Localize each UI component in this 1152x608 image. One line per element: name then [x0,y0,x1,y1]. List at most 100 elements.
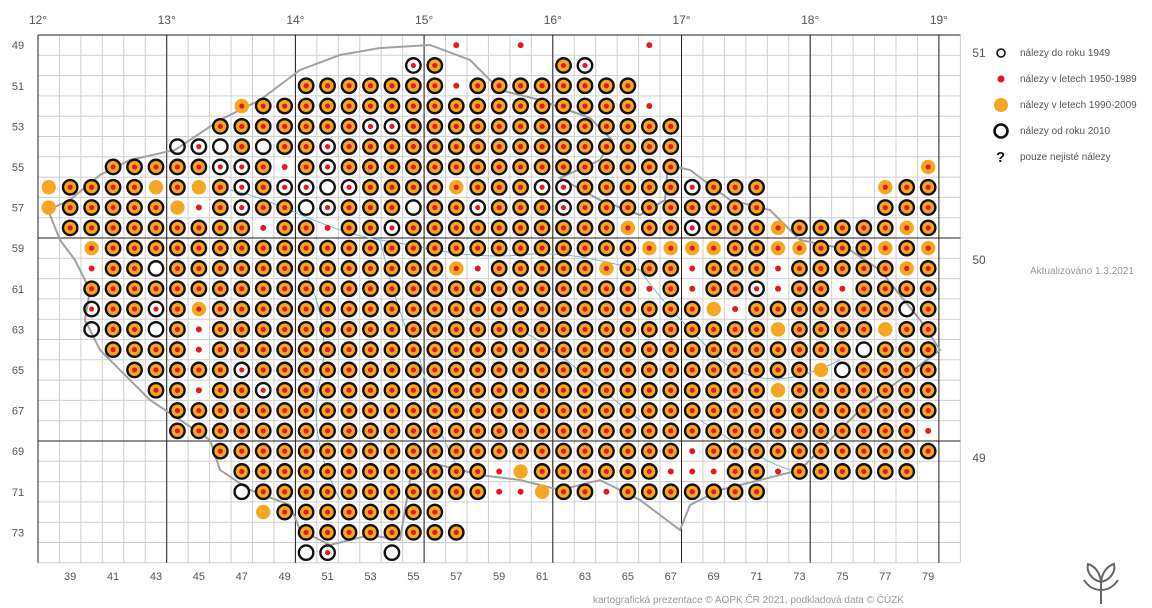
red-dot [153,164,159,170]
black-ring [833,402,851,419]
red-dot [174,225,181,231]
black-ring [254,341,272,359]
red-dot [303,83,309,89]
black-ring [619,361,637,379]
black-ring [598,138,615,156]
red-dot [217,367,223,373]
red-dot [303,347,309,353]
orange-disc [706,301,721,317]
red-dot [389,286,395,292]
black-ring [748,361,765,379]
black-ring [876,341,894,359]
black-ring [297,219,315,237]
red-dot [496,468,503,475]
orange-disc [41,180,56,195]
black-ring [426,77,444,95]
black-ring [662,341,680,359]
red-dot [282,123,288,129]
legend-label: nálezy do roku 1949 [1020,47,1111,59]
orange-disc [256,504,271,520]
orange-disc [148,180,164,195]
black-ring [619,77,637,95]
black-ring [683,178,701,196]
red-dot [689,225,695,231]
red-dot [410,62,416,69]
red-dot [732,367,738,373]
red-dot [496,265,502,272]
black-ring [83,219,101,237]
black-ring [555,483,572,501]
red-dot [732,489,738,495]
red-dot [432,123,438,129]
black-ring [855,300,873,318]
red-dot [539,428,545,434]
red-dot [432,347,438,353]
black-ring [383,117,401,135]
red-dot [861,367,867,373]
red-dot [324,387,331,393]
black-ring [426,260,444,277]
red-dot [153,387,159,393]
black-ring [598,402,615,419]
black-ring [254,320,272,338]
black-ring [533,320,551,338]
black-ring [319,300,336,318]
red-dot [753,448,760,454]
black-ring [469,463,487,480]
black-ring [404,341,422,359]
red-dot [689,407,695,414]
red-dot [239,387,245,393]
black-ring [404,300,422,318]
red-dot [131,225,138,231]
red-dot [474,265,481,272]
black-ring [104,239,122,257]
black-ring [254,260,272,277]
red-dot [603,488,610,495]
red-dot [389,306,395,312]
red-dot [453,306,459,312]
black-ring [276,503,294,521]
black-ring [276,402,294,419]
red-dot [260,245,266,251]
black-ring [876,300,894,318]
red-dot [925,367,931,373]
red-dot [646,387,652,393]
red-dot [518,306,524,312]
red-dot [818,326,824,332]
red-dot [775,367,781,373]
black-ring [919,300,937,318]
black-ring [640,341,658,359]
black-ring [555,280,572,298]
red-dot [324,448,331,454]
red-dot [882,245,888,251]
grid-labels: 12° 13° 14° 15° 16° 17° 18° 19° 51° 50° 49° 49 51 53 5… [12,13,985,580]
red-dot [904,387,910,393]
red-dot [689,489,695,495]
red-dot [539,225,545,231]
red-dot [432,407,438,414]
red-dot [324,306,331,312]
black-ring [555,239,572,257]
red-dot [239,286,245,292]
black-ring [254,158,272,176]
black-ring [319,442,336,460]
red-dot [625,326,631,332]
black-ring [276,97,294,115]
red-dot [367,265,374,272]
red-dot [282,448,288,454]
black-ring [126,158,143,176]
red-dot [239,448,245,454]
row-label: 71 [12,487,24,499]
black-ring [211,178,229,196]
black-ring [169,178,186,196]
red-dot [389,204,395,211]
black-ring [598,361,615,379]
black-ring [812,260,830,277]
red-dot [239,225,245,231]
red-dot [389,123,395,129]
red-dot [518,407,524,414]
red-dot [560,428,567,434]
black-ring [533,442,551,460]
red-dot [518,326,524,332]
black-ring [598,219,615,237]
